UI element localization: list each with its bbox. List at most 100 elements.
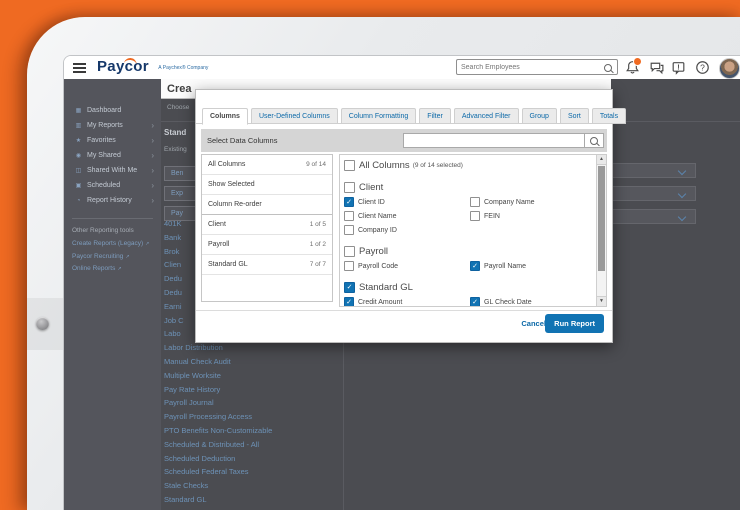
checkbox[interactable]: ✓ (470, 297, 480, 306)
sidebar-item-favorites[interactable]: ★ Favorites › (64, 133, 161, 148)
checkbox[interactable] (344, 261, 354, 271)
tool-link-online-reports[interactable]: Online Reports ↗ (72, 265, 122, 272)
report-link[interactable]: Bank (164, 232, 182, 242)
tool-link-create-reports-legacy[interactable]: Create Reports (Legacy) ↗ (72, 240, 150, 247)
column-option-fein[interactable]: FEIN (470, 211, 596, 221)
scrollbar[interactable]: ▲ ▼ (596, 155, 606, 306)
nav-row-all-columns[interactable]: All Columns 9 of 14 (202, 155, 332, 175)
report-link[interactable]: Clien (164, 260, 182, 270)
cancel-button[interactable]: Cancel (521, 319, 546, 328)
menu-icon[interactable] (73, 63, 86, 75)
nav-row-show-selected[interactable]: Show Selected (202, 175, 332, 195)
chevron-right-icon: › (151, 135, 154, 145)
main-content: Crea Choose Stand Existing Ben Exp Pay 401… (161, 79, 740, 510)
column-option-gl-check-date[interactable]: ✓ GL Check Date (470, 297, 596, 306)
column-group-payroll[interactable]: Payroll (344, 244, 596, 259)
nav-row-payroll[interactable]: Payroll 1 of 2 (202, 235, 332, 255)
device-button[interactable] (36, 317, 49, 330)
feedback-icon[interactable]: ! (670, 59, 687, 76)
report-link[interactable]: Labo (164, 329, 181, 339)
checkbox[interactable]: ✓ (344, 297, 354, 306)
nav-row-standard-gl[interactable]: Standard GL 7 of 7 (202, 255, 332, 275)
tab-column-formatting[interactable]: Column Formatting (340, 108, 417, 124)
checkbox[interactable] (470, 211, 480, 221)
search-input[interactable] (459, 61, 601, 73)
selection-count: (9 of 14 selected) (412, 162, 463, 169)
app-header: Paycor A Paychex® Company !? (64, 56, 740, 80)
chat-icon[interactable] (648, 59, 665, 76)
column-search-input[interactable] (403, 133, 585, 148)
help-icon[interactable]: ? (694, 59, 711, 76)
report-link[interactable]: Labor Distribution (164, 343, 223, 353)
avatar[interactable] (719, 58, 740, 79)
sidebar-item-shared-with-me[interactable]: ◫ Shared With Me › (64, 163, 161, 178)
checkbox[interactable] (344, 182, 355, 193)
sidebar-item-scheduled[interactable]: ▣ Scheduled › (64, 178, 161, 193)
report-link[interactable]: Manual Check Audit (164, 356, 231, 366)
column-group-standard-gl[interactable]: ✓ Standard GL (344, 280, 596, 295)
report-link[interactable]: Dedu (164, 274, 182, 284)
nav-row-label: Payroll (208, 241, 230, 248)
nav-row-column-re-order[interactable]: Column Re-order (202, 195, 332, 215)
tab-columns[interactable]: Columns (202, 108, 248, 125)
checkbox[interactable]: ✓ (344, 197, 354, 207)
report-link[interactable]: PTO Benefits Non-Customizable (164, 425, 273, 435)
report-link[interactable]: Payroll Journal (164, 398, 214, 408)
report-link[interactable]: Multiple Worksite (164, 370, 221, 380)
report-link[interactable]: Payroll Processing Access (164, 412, 252, 422)
employee-search[interactable] (456, 59, 618, 75)
column-search-button[interactable] (585, 133, 604, 148)
checkbox[interactable]: ✓ (470, 261, 480, 271)
tab-totals[interactable]: Totals (591, 108, 627, 124)
report-link[interactable]: Scheduled Deduction (164, 453, 236, 463)
column-option-payroll-name[interactable]: ✓ Payroll Name (470, 261, 596, 271)
report-link[interactable]: Job C (164, 315, 184, 325)
checkbox[interactable] (344, 211, 354, 221)
column-option-client-name[interactable]: Client Name (344, 211, 470, 221)
report-link[interactable]: Standard GL (164, 494, 207, 504)
scroll-down-icon[interactable]: ▼ (597, 296, 606, 306)
tab-advanced-filter[interactable]: Advanced Filter (453, 108, 519, 124)
checkbox[interactable] (344, 225, 354, 235)
run-report-button[interactable]: Run Report (545, 314, 604, 333)
report-link[interactable]: Brok (164, 246, 180, 256)
report-link[interactable]: Scheduled & Distributed - All (164, 439, 260, 449)
column-option-company-name[interactable]: Company Name (470, 197, 596, 207)
sidebar-item-my-reports[interactable]: ▥ My Reports › (64, 118, 161, 133)
column-option-company-id[interactable]: Company ID (344, 225, 472, 235)
logo-tagline: A Paychex® Company (158, 65, 209, 71)
column-group-label: Client (359, 182, 384, 193)
sidebar-item-report-history[interactable]: ◔ Report History › (64, 193, 161, 208)
report-link[interactable]: Stale Checks (164, 481, 209, 491)
tab-sort[interactable]: Sort (559, 108, 589, 124)
tab-user-defined-columns[interactable]: User-Defined Columns (250, 108, 338, 124)
column-option-payroll-code[interactable]: Payroll Code (344, 261, 470, 271)
report-link[interactable]: 401K (164, 219, 182, 228)
checkbox[interactable] (470, 197, 480, 207)
report-link[interactable]: Dedu (164, 287, 182, 297)
tab-filter[interactable]: Filter (419, 108, 451, 124)
tool-link-paycor-recruiting[interactable]: Paycor Recruiting ↗ (72, 252, 130, 260)
sidebar-item-dashboard[interactable]: ▦ Dashboard (64, 103, 161, 118)
column-option-credit-amount[interactable]: ✓ Credit Amount (344, 297, 470, 306)
checkbox[interactable] (344, 160, 355, 171)
report-link[interactable]: Earni (164, 301, 182, 311)
column-group-all-columns[interactable]: All Columns (9 of 14 selected) (344, 158, 596, 173)
nav-row-client[interactable]: Client 1 of 5 (202, 214, 332, 235)
report-link[interactable]: Pay Rate History (164, 384, 221, 394)
page-title: Crea (167, 83, 192, 95)
report-link[interactable]: Scheduled Federal Taxes (164, 467, 249, 477)
sidebar-item-label: My Reports (87, 122, 123, 129)
column-option-label: Payroll Name (484, 262, 527, 270)
external-link-icon: ↗ (125, 253, 130, 260)
scrollbar-thumb[interactable] (598, 166, 605, 271)
column-group-client[interactable]: Client (344, 180, 596, 195)
checkbox[interactable] (344, 246, 355, 257)
scroll-up-icon[interactable]: ▲ (597, 155, 606, 165)
tab-group[interactable]: Group (521, 108, 557, 124)
bell-icon[interactable] (624, 57, 642, 76)
checkbox[interactable]: ✓ (344, 282, 355, 293)
column-option-client-id[interactable]: ✓ Client ID (344, 197, 470, 207)
chevron-right-icon: › (151, 165, 154, 175)
sidebar-item-my-shared[interactable]: ◉ My Shared › (64, 148, 161, 163)
